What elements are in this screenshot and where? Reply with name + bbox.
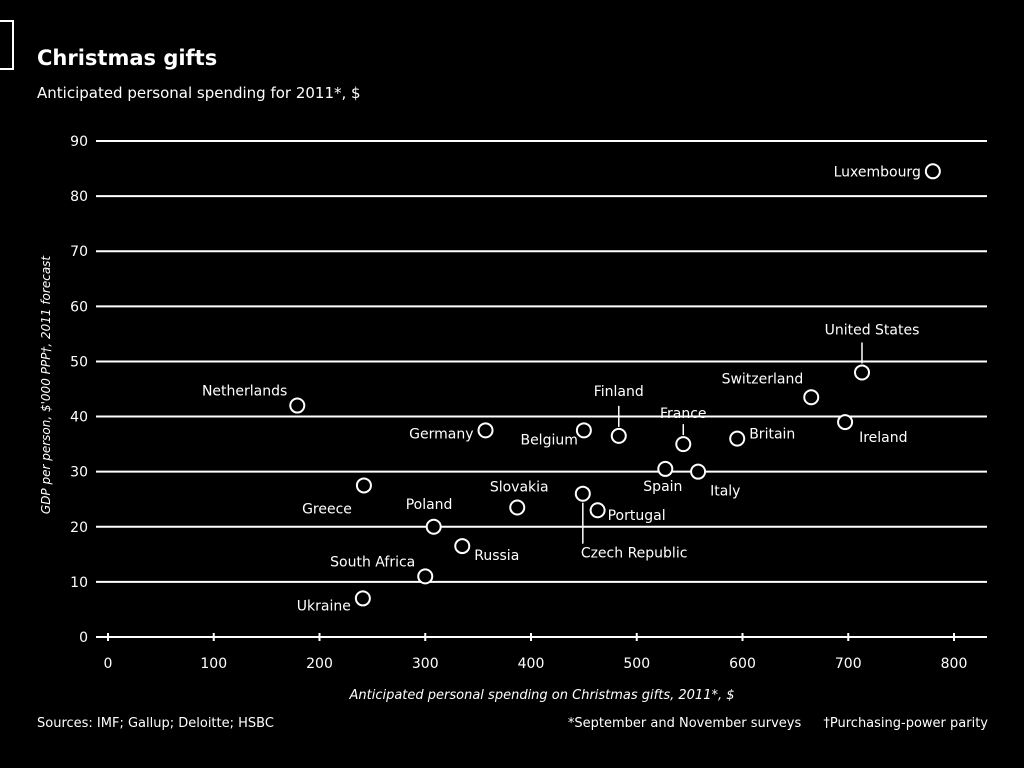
y-tick-label: 30	[70, 465, 88, 481]
axis-ticks: 0 10 20 30 40 50 60 70 80 90 0 100 200 300 400 500 600 70…	[70, 134, 967, 672]
point-greece	[355, 477, 372, 494]
x-tick-label: 300	[412, 656, 439, 672]
x-tick-label: 600	[729, 656, 756, 672]
point-south-africa	[417, 568, 434, 585]
sources-note: Sources: IMF; Gallup; Deloitte; HSBC	[37, 716, 274, 731]
point-germany	[477, 422, 494, 439]
point-label: Poland	[406, 497, 453, 513]
chart-title: Christmas gifts	[37, 46, 218, 70]
point-label: France	[660, 406, 707, 422]
y-tick-label: 60	[70, 299, 88, 315]
point-label: Finland	[594, 384, 644, 400]
y-tick-label: 40	[70, 410, 88, 426]
y-tick-label: 70	[70, 244, 88, 260]
point-label: Czech Republic	[581, 546, 688, 562]
point-label: Ukraine	[297, 598, 351, 614]
y-tick-label: 10	[70, 575, 88, 591]
point-ireland	[837, 414, 854, 431]
x-tick-label: 400	[518, 656, 545, 672]
y-tick-label: 0	[79, 630, 88, 646]
point-label: Portugal	[608, 508, 666, 524]
point-spain	[657, 460, 674, 477]
point-label: Greece	[302, 501, 352, 517]
point-switzerland	[803, 389, 820, 406]
point-luxembourg	[924, 163, 941, 180]
point-italy	[690, 463, 707, 480]
point-finland	[610, 427, 627, 444]
point-label: Spain	[643, 479, 682, 495]
y-tick-label: 90	[70, 134, 88, 150]
point-labels: Luxembourg United States Switzerland Irelan…	[202, 164, 921, 614]
point-label: Slovakia	[490, 479, 549, 495]
x-axis-label: Anticipated personal spending on Christm…	[348, 688, 734, 703]
point-label: South Africa	[330, 554, 415, 570]
point-netherlands	[289, 397, 306, 414]
chart-subtitle: Anticipated personal spending for 2011*,…	[37, 84, 361, 102]
x-tick-label: 200	[306, 656, 333, 672]
point-label: Britain	[749, 427, 795, 443]
y-axis-label: GDP per person, $'000 PPP†, 2011 forecas…	[39, 255, 53, 515]
point-slovakia	[509, 499, 526, 516]
x-tick-label: 800	[941, 656, 968, 672]
grid-lines	[96, 140, 987, 638]
point-label: Germany	[409, 426, 473, 442]
point-russia	[454, 538, 471, 555]
point-britain	[729, 430, 746, 447]
x-tick-label: 100	[200, 656, 227, 672]
point-belgium	[575, 422, 592, 439]
leader-lines	[582, 342, 863, 544]
point-label: Netherlands	[202, 384, 287, 400]
y-tick-label: 50	[70, 354, 88, 370]
x-tick-label: 0	[104, 656, 113, 672]
point-poland	[425, 518, 442, 535]
point-label: Ireland	[859, 430, 907, 446]
point-united-states	[853, 364, 870, 381]
y-tick-label: 20	[70, 520, 88, 536]
point-label: Italy	[710, 484, 740, 500]
footnote-ppp: †Purchasing-power parity	[823, 716, 988, 731]
point-portugal	[589, 502, 606, 519]
data-points	[289, 163, 941, 607]
point-label: Switzerland	[722, 371, 804, 387]
y-tick-label: 80	[70, 189, 88, 205]
point-czech-republic	[574, 485, 591, 502]
x-tick-label: 700	[835, 656, 862, 672]
point-label: Russia	[474, 548, 519, 564]
point-label: United States	[825, 322, 920, 338]
point-label: Luxembourg	[834, 164, 921, 180]
x-tick-label: 500	[623, 656, 650, 672]
corner-mark	[0, 20, 14, 70]
footnotes: *September and November surveys †Purchas…	[550, 716, 988, 731]
point-france	[675, 436, 692, 453]
point-label: Belgium	[520, 432, 577, 448]
footnote-surveys: *September and November surveys	[567, 716, 802, 731]
point-ukraine	[354, 590, 371, 607]
